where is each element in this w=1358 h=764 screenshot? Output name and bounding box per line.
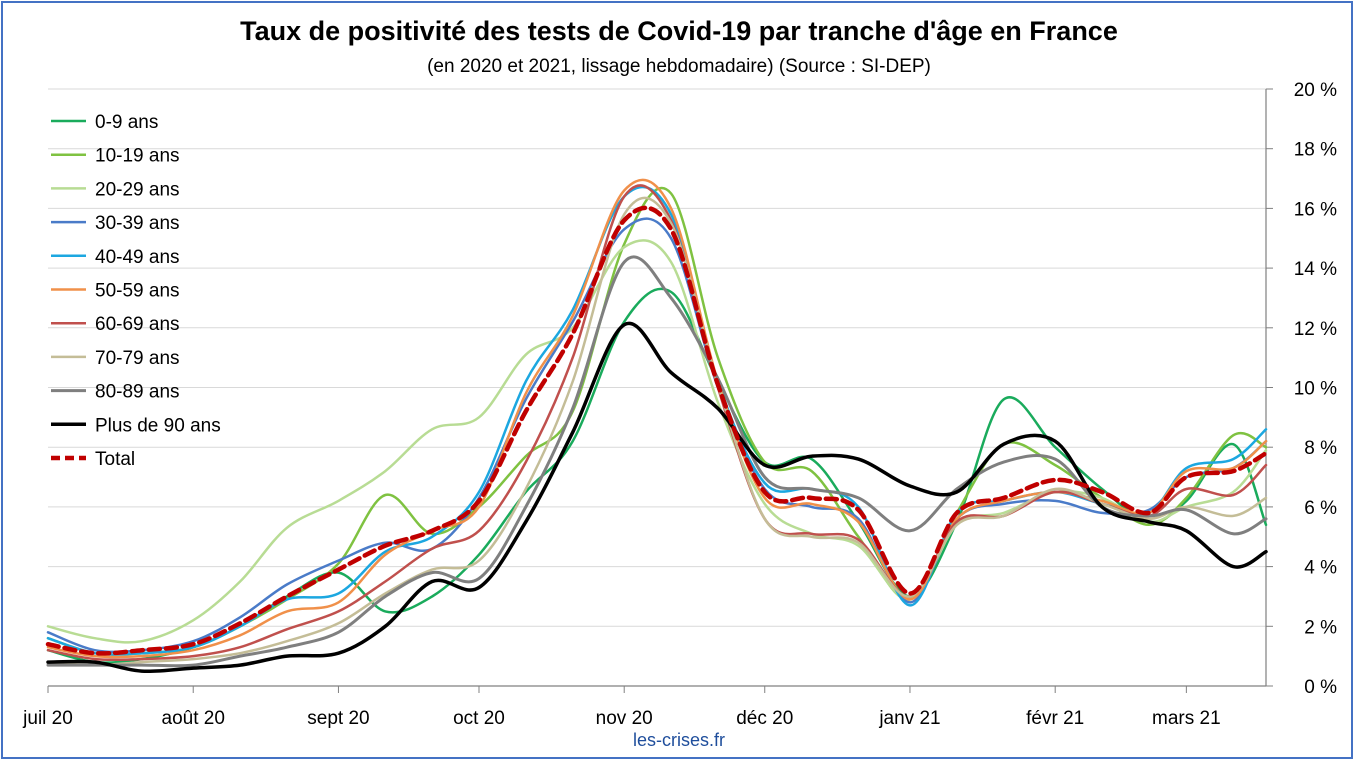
series-line-0 bbox=[46, 287, 1268, 664]
series-line-5 bbox=[46, 178, 1268, 659]
series-line-8 bbox=[46, 255, 1268, 668]
y-tick-label: 14 % bbox=[1294, 259, 1337, 280]
source-credit: les-crises.fr bbox=[632, 730, 725, 750]
x-tick-labels: juil 20 août 20 sept 20 oct 20 nov 20 déc 20 j… bbox=[22, 708, 1221, 729]
x-tick-label: oct 20 bbox=[453, 708, 505, 729]
x-tick-label: févr 21 bbox=[1026, 708, 1084, 729]
legend-label-2: 20-29 ans bbox=[95, 179, 180, 200]
y-tick-label: 0 % bbox=[1304, 677, 1337, 698]
y-tick-labels: 0 % 2 % 4 % 6 % 8 % 10 % 12 % 14 % 16 % 18 % 20 % bbox=[1294, 80, 1337, 698]
x-tick-label: janv 21 bbox=[878, 708, 940, 729]
x-tick-label: mars 21 bbox=[1152, 708, 1221, 729]
legend-label-1: 10-19 ans bbox=[95, 146, 180, 167]
y-tick-label: 8 % bbox=[1304, 438, 1337, 459]
series-line-9 bbox=[46, 321, 1268, 674]
legend-label-4: 40-49 ans bbox=[95, 247, 180, 268]
legend: 0-9 ans 10-19 ans 20-29 ans 30-39 ans 40-49 … bbox=[51, 112, 221, 470]
legend-label-8: 80-89 ans bbox=[95, 382, 180, 403]
series-line-7 bbox=[46, 196, 1268, 667]
y-tick-label: 2 % bbox=[1304, 617, 1337, 638]
legend-label-7: 70-79 ans bbox=[95, 348, 180, 369]
y-tick-label: 6 % bbox=[1304, 498, 1337, 519]
chart-title: Taux de positivité des tests de Covid-19… bbox=[240, 16, 1118, 46]
gridlines bbox=[48, 88, 1266, 627]
x-tick-label: sept 20 bbox=[307, 708, 369, 729]
series-line-4 bbox=[46, 185, 1268, 656]
series-line-6 bbox=[46, 184, 1268, 662]
legend-label-9: Plus de 90 ans bbox=[95, 415, 221, 436]
y-tick-label: 18 % bbox=[1294, 140, 1337, 161]
y-tick-label: 4 % bbox=[1304, 558, 1337, 579]
series-line-1 bbox=[46, 186, 1268, 656]
legend-label-3: 30-39 ans bbox=[95, 213, 180, 234]
legend-label-10: Total bbox=[95, 449, 135, 470]
x-tick-label: juil 20 bbox=[22, 708, 73, 729]
series-lines bbox=[45, 178, 1269, 674]
y-tick-label: 10 % bbox=[1294, 379, 1337, 400]
y-tick-label: 16 % bbox=[1294, 199, 1337, 220]
y-tick-label: 20 % bbox=[1294, 80, 1337, 101]
series-line-10 bbox=[45, 205, 1269, 656]
legend-label-6: 60-69 ans bbox=[95, 314, 180, 335]
x-tick-label: nov 20 bbox=[596, 708, 653, 729]
chart-subtitle: (en 2020 et 2021, lissage hebdomadaire) … bbox=[427, 56, 931, 77]
axes bbox=[47, 88, 1273, 693]
y-tick-label: 12 % bbox=[1294, 319, 1337, 340]
series-line-3 bbox=[46, 217, 1268, 654]
legend-label-5: 50-59 ans bbox=[95, 281, 180, 302]
x-tick-label: déc 20 bbox=[736, 708, 793, 729]
series-line-2 bbox=[46, 239, 1268, 644]
x-tick-label: août 20 bbox=[162, 708, 225, 729]
legend-label-0: 0-9 ans bbox=[95, 112, 158, 133]
